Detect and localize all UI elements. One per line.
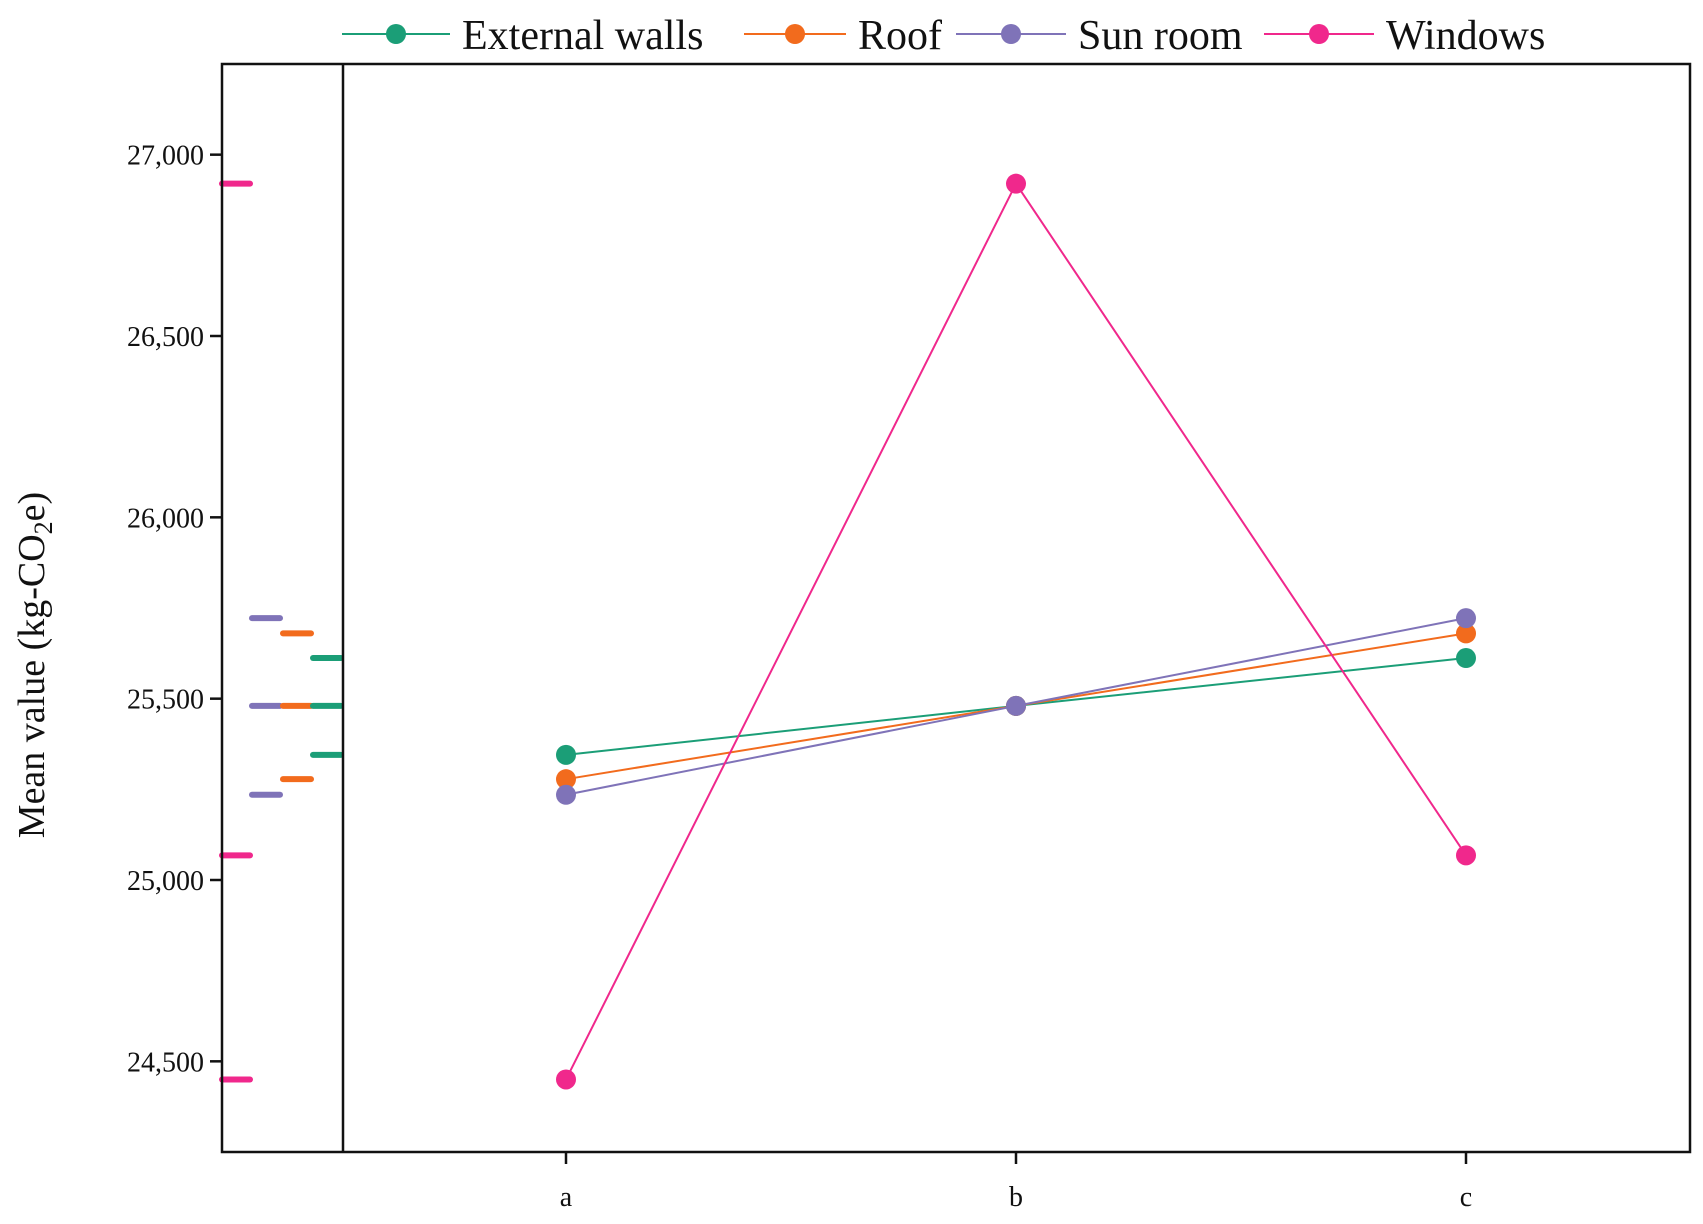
legend-marker: [386, 24, 406, 44]
series-line-windows: [565, 181, 1467, 1080]
y-tick-label: 24,500: [127, 1047, 204, 1078]
data-point-windows: [1456, 845, 1476, 866]
y-tick-label: 26,000: [127, 503, 204, 534]
data-point-roof: [1456, 623, 1476, 644]
data-point-external-walls: [556, 744, 576, 765]
x-axis: a b c: [560, 1152, 1472, 1213]
y-axis: 24,500 25,000 25,500 26,000 26,500 27,000: [127, 141, 222, 1078]
legend-item-sun-room: Sun room: [956, 13, 1243, 59]
legend-marker: [1001, 24, 1021, 44]
legend-label: Sun room: [1078, 13, 1243, 59]
data-point-external-walls: [1456, 648, 1476, 669]
series-sun-room: [556, 608, 1476, 805]
x-tick-label: c: [1460, 1182, 1472, 1213]
data-point-windows: [1006, 173, 1026, 194]
y-tick-label: 25,500: [127, 685, 204, 716]
data-point-sun-room: [556, 784, 576, 805]
legend-label: External walls: [462, 13, 703, 59]
y-tick-label: 26,500: [127, 322, 204, 353]
data-point-roof: [556, 769, 576, 790]
legend-marker: [785, 24, 805, 44]
plot-frame: [220, 62, 1692, 1154]
y-tick-label: 27,000: [127, 141, 204, 172]
plot-border: [220, 62, 1692, 1154]
legend-label: Windows: [1386, 13, 1545, 59]
marginal-rug-panel: [219, 180, 344, 1083]
legend-marker: [1309, 24, 1329, 44]
data-point-windows: [556, 1069, 576, 1090]
legend-item-windows: Windows: [1264, 13, 1545, 59]
x-tick-label: a: [560, 1182, 573, 1213]
legend: External walls Roof Sun room Windows: [342, 13, 1545, 59]
y-tick-label: 25,000: [127, 866, 204, 897]
series-windows: [556, 173, 1476, 1090]
y-axis-title: Mean value (kg-CO2e): [11, 492, 58, 838]
legend-item-roof: Roof: [744, 13, 942, 59]
x-tick-label: b: [1009, 1182, 1023, 1213]
legend-label: Roof: [858, 13, 942, 59]
data-point-sun-room: [1456, 608, 1476, 629]
legend-item-external-walls: External walls: [342, 13, 703, 59]
series-layer: [556, 173, 1476, 1090]
data-point-sun-room: [1006, 695, 1026, 716]
